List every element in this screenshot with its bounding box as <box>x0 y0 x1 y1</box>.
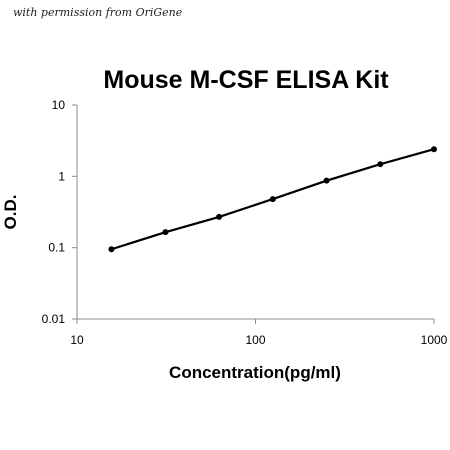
data-point <box>108 246 115 253</box>
data-point <box>377 161 384 168</box>
y-axis-label: O.D. <box>1 195 20 230</box>
data-point <box>216 213 223 220</box>
data-point <box>269 196 276 203</box>
plot-area: 0.01 0.1 1 10 10 100 1000 <box>42 98 448 347</box>
y-tick-label: 1 <box>58 169 65 183</box>
series-layer <box>108 146 437 253</box>
data-point <box>162 229 169 236</box>
data-point <box>323 177 330 184</box>
y-tick-label: 0.01 <box>42 312 66 326</box>
x-axis-label: Concentration(pg/ml) <box>169 363 341 382</box>
y-axis-ticks: 0.01 0.1 1 10 <box>42 98 77 326</box>
chart-title: Mouse M-CSF ELISA Kit <box>103 66 389 94</box>
x-axis-ticks: 10 100 1000 <box>70 319 448 347</box>
permission-note: with permission from OriGene <box>13 6 183 19</box>
y-tick-label: 0.1 <box>48 241 65 255</box>
x-tick-label: 100 <box>245 333 265 347</box>
data-point <box>431 146 437 153</box>
x-tick-label: 1000 <box>421 333 448 347</box>
x-tick-label: 10 <box>70 333 84 347</box>
y-tick-label: 10 <box>52 98 66 112</box>
